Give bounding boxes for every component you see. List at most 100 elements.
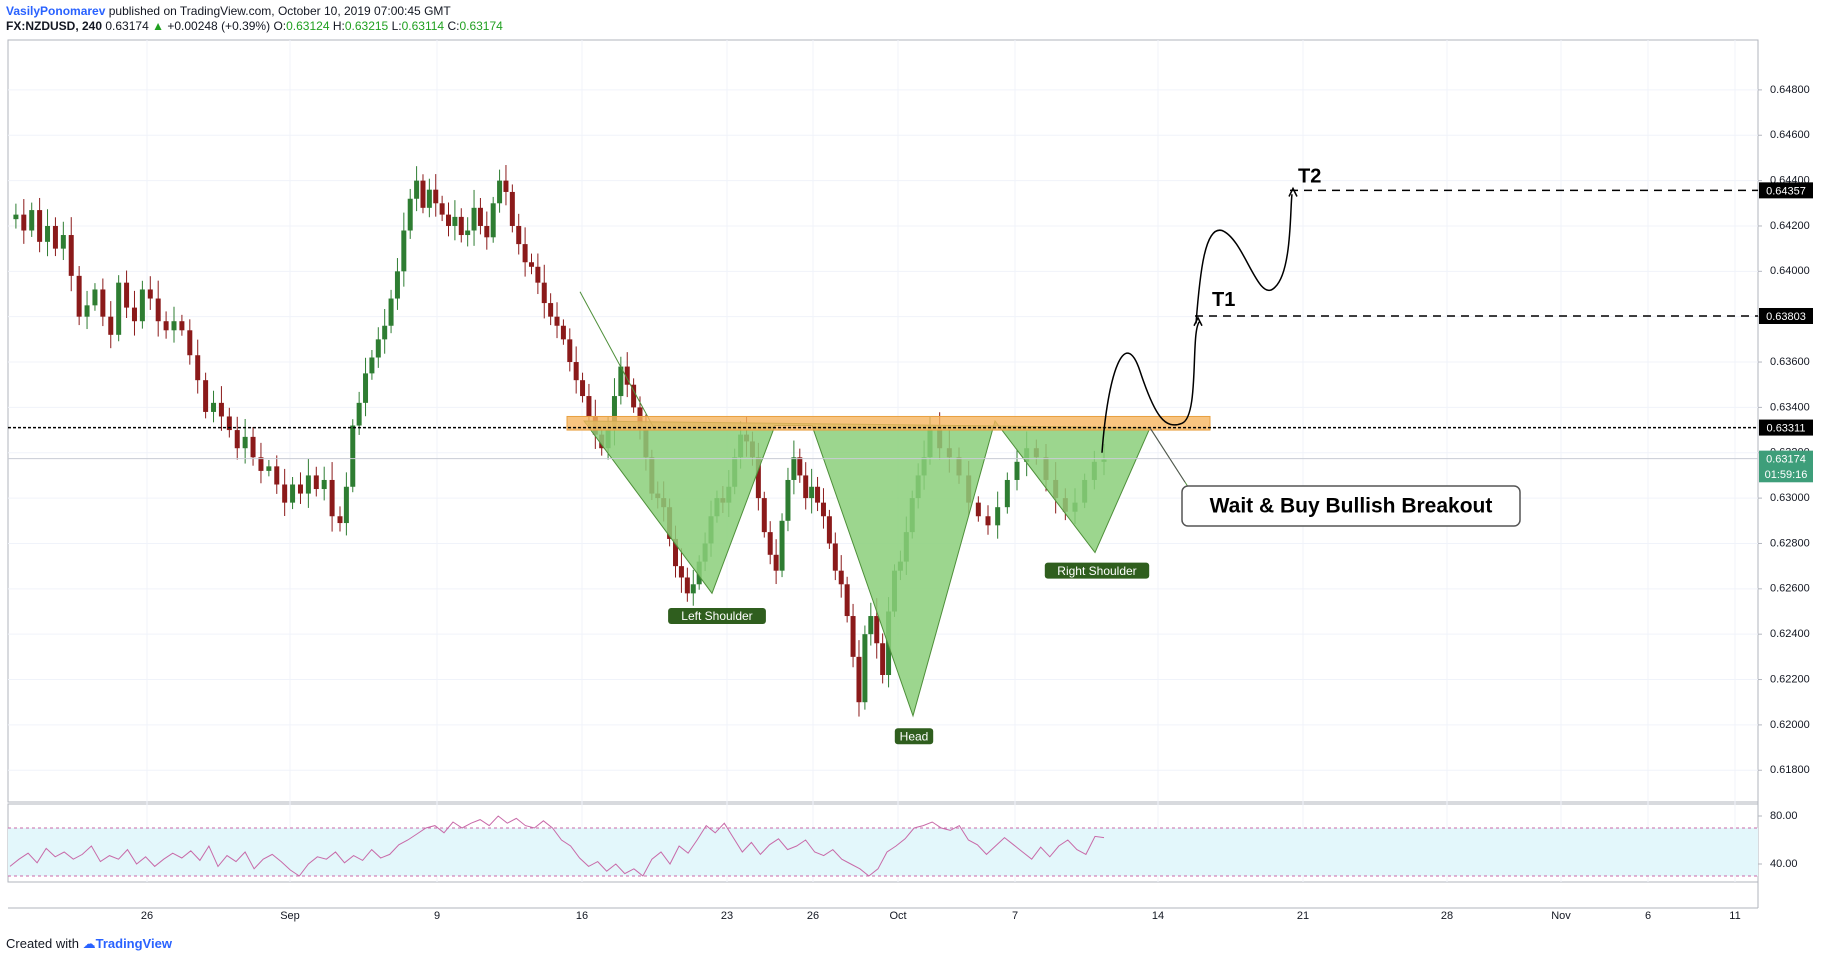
candle-body [516,225,522,245]
open-label: O: [273,19,287,33]
candle [68,217,74,292]
candle [37,197,43,253]
left-shoulder-label-bg [668,608,766,625]
candle-body [420,180,426,208]
ohlc-row: FX:NZDUSD, 240 0.63174 ▲ +0.00248 (+0.39… [6,19,503,33]
candle [337,506,343,532]
head-label-bg [894,728,934,745]
candle-body [407,198,413,231]
y-tick-label: 0.63400 [1770,401,1810,413]
candle [305,458,311,508]
candle [767,521,773,565]
tradingview-logo-icon: ☁ [82,936,96,951]
author-name[interactable]: VasilyPonomarev [6,4,106,18]
price-tag-text: 0.63311 [1767,422,1806,434]
x-tick-label: 26 [141,910,153,922]
candle [350,419,356,493]
candle [975,496,981,522]
candle-body [92,289,98,306]
candle-body [673,538,679,567]
candle-body [350,425,356,487]
price-tag-bg [1759,307,1813,324]
candle [382,309,388,354]
candle-body [791,457,797,480]
candle-body [195,355,201,381]
candle-body [484,225,490,238]
candle [690,569,696,606]
candle [815,476,821,512]
candle [809,468,815,514]
candle [179,314,185,336]
inverse-head-shoulders-fill [582,419,1151,718]
candle [503,165,509,206]
candle [45,209,51,257]
rsi-tick-label: 80.00 [1770,810,1798,822]
candle [535,253,541,295]
candle [313,466,319,497]
candle-body [820,502,826,517]
candle [21,199,27,244]
y-tick-label: 0.64600 [1770,129,1810,141]
candle-body [321,479,327,490]
candle-body [580,380,586,397]
candle-body [803,475,809,499]
candle-body [401,230,407,272]
price-tag: 01:59:16 [1759,466,1813,483]
candle [147,276,153,310]
candle [218,386,224,431]
candle [785,467,791,532]
candle [274,455,280,494]
candle-body [290,484,296,503]
candle-body [250,436,256,458]
projection-path-1 [1101,320,1201,453]
candle-body [45,225,51,242]
candle [761,491,767,538]
candle-body [567,339,573,363]
left-shoulder-label-text: Left Shoulder [681,609,752,623]
candle-body [631,384,637,408]
candle-body [274,466,280,485]
tradingview-brand[interactable]: TradingView [95,936,172,951]
candle [433,174,439,217]
candle-body [773,554,779,571]
candle-body [850,616,856,657]
callout-bg [1181,485,1521,527]
candle [290,476,296,510]
candle-body [832,543,838,571]
candle [329,462,335,532]
x-tick-label: 16 [576,910,588,922]
candle [820,488,826,529]
candle [995,491,1001,539]
candle-body [234,430,240,449]
y-tick-label: 0.62800 [1770,537,1810,549]
candle-body [522,244,528,263]
x-tick-label: Oct [889,910,906,922]
candle-body [37,210,43,242]
candle-body [139,289,145,322]
candle-body [560,325,566,340]
head-label-text: Head [900,729,929,743]
candle [832,532,838,581]
candle-body [266,466,272,471]
candle-body [779,520,785,571]
x-tick-label: 14 [1152,910,1164,922]
y-tick-label: 0.63600 [1770,356,1810,368]
candle-body [862,634,868,703]
candle [528,253,534,275]
candle [779,513,785,578]
candle-body [179,321,185,331]
candle [394,258,400,310]
x-tick-label: 9 [434,910,440,922]
candle-body [477,207,483,226]
candle-body [548,303,554,317]
chart-header: VasilyPonomarev published on TradingView… [6,4,451,18]
price-tag-bg [1759,466,1813,483]
candle-body [490,203,496,238]
candle [266,460,272,477]
y-tick-label: 0.62400 [1770,628,1810,640]
candle-body [503,180,509,192]
candle-body [282,484,288,503]
candle-body [258,457,264,471]
candle-body [856,656,862,703]
